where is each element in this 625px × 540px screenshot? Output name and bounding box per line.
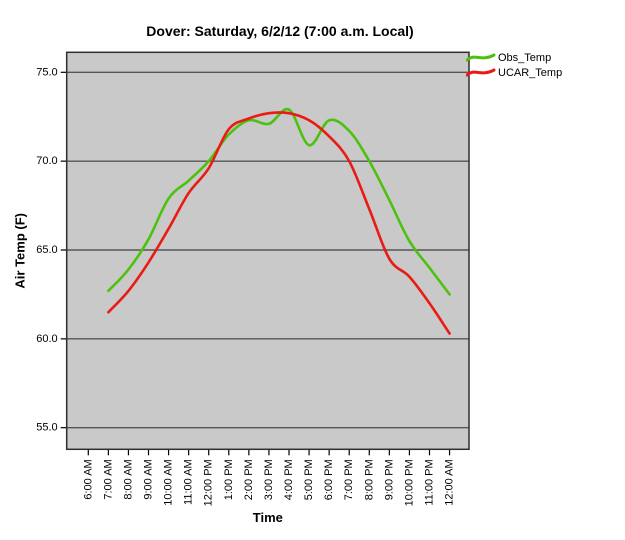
y-tick-label: 55.0 [36, 422, 57, 434]
x-tick-label: 6:00 PM [323, 459, 335, 500]
x-tick-label: 12:00 AM [444, 459, 456, 505]
y-tick-label: 65.0 [36, 244, 57, 256]
x-axis-title: Time [253, 510, 283, 525]
x-tick-label: 6:00 AM [82, 459, 94, 499]
x-tick-label: 12:00 PM [203, 459, 215, 506]
y-tick-label: 75.0 [36, 66, 57, 78]
x-tick-label: 1:00 PM [223, 459, 235, 500]
y-tick-label: 70.0 [36, 155, 57, 167]
x-tick-label: 5:00 PM [303, 459, 315, 500]
x-tick-label: 4:00 PM [283, 459, 295, 500]
x-tick-label: 8:00 PM [363, 459, 375, 500]
ucar-temp-curve [107, 111, 451, 335]
x-tick-label: 9:00 AM [143, 459, 155, 499]
obs-temp-line-icon [466, 53, 496, 62]
y-tick-label: 60.0 [36, 333, 57, 345]
x-tick-label: 9:00 PM [383, 459, 395, 500]
x-tick-label: 7:00 AM [102, 459, 114, 499]
legend-label-ucar-temp: UCAR_Temp [498, 66, 563, 79]
y-axis-title: Air Temp (F) [13, 213, 28, 289]
x-tick-label: 11:00 AM [183, 459, 195, 505]
x-tick-label: 2:00 PM [243, 459, 255, 500]
obs-temp-curve [107, 107, 451, 296]
chart-title: Dover: Saturday, 6/2/12 (7:00 a.m. Local… [146, 23, 414, 39]
legend: Obs_Temp UCAR_Temp [466, 50, 562, 80]
x-tick-label: 7:00 PM [343, 459, 355, 500]
legend-item-obs-temp: Obs_Temp [466, 50, 562, 65]
x-tick-label: 8:00 AM [122, 459, 134, 499]
x-tick-label: 3:00 PM [263, 459, 275, 500]
ucar-temp-line-icon [466, 68, 496, 77]
plot-area [66, 52, 469, 450]
plot-border [65, 51, 470, 451]
x-tick-label: 10:00 AM [163, 459, 175, 505]
legend-item-ucar-temp: UCAR_Temp [466, 65, 562, 80]
x-tick-label: 11:00 PM [423, 459, 435, 505]
x-tick-label: 10:00 PM [403, 459, 415, 506]
legend-label-obs-temp: Obs_Temp [498, 51, 552, 64]
